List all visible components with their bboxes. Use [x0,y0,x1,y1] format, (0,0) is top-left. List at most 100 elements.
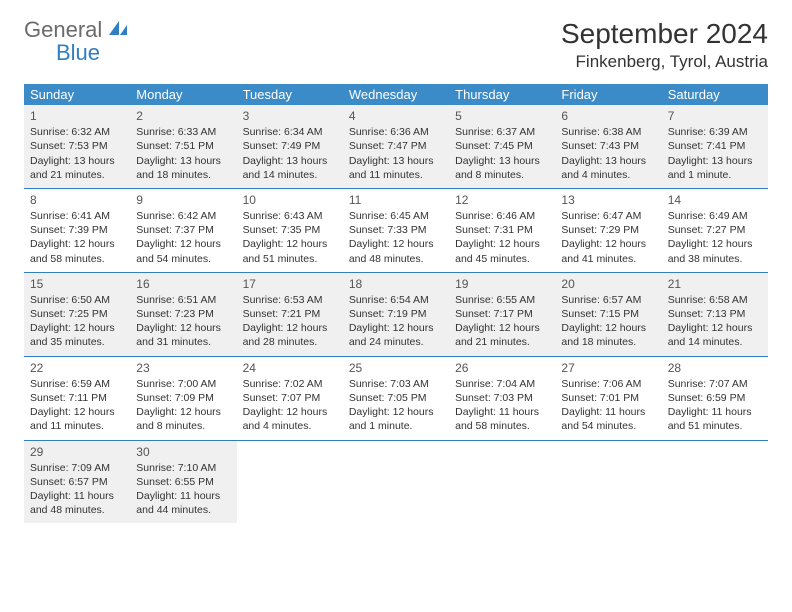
daylight-text: Daylight: 12 hours and 18 minutes. [561,321,655,349]
calendar-day-cell: 12Sunrise: 6:46 AMSunset: 7:31 PMDayligh… [449,188,555,272]
calendar-day-cell: 30Sunrise: 7:10 AMSunset: 6:55 PMDayligh… [130,440,236,523]
day-number: 12 [455,192,549,208]
daylight-text: Daylight: 12 hours and 38 minutes. [668,237,762,265]
day-number: 30 [136,444,230,460]
daylight-text: Daylight: 12 hours and 14 minutes. [668,321,762,349]
sunrise-text: Sunrise: 6:53 AM [243,293,337,307]
sunrise-text: Sunrise: 6:47 AM [561,209,655,223]
sunset-text: Sunset: 7:25 PM [30,307,124,321]
sunrise-text: Sunrise: 7:07 AM [668,377,762,391]
sunrise-text: Sunrise: 6:55 AM [455,293,549,307]
daylight-text: Daylight: 12 hours and 24 minutes. [349,321,443,349]
daylight-text: Daylight: 13 hours and 11 minutes. [349,154,443,182]
sunset-text: Sunset: 7:27 PM [668,223,762,237]
daylight-text: Daylight: 12 hours and 45 minutes. [455,237,549,265]
sunrise-text: Sunrise: 6:39 AM [668,125,762,139]
day-number: 29 [30,444,124,460]
calendar-day-cell [555,440,661,523]
day-number: 21 [668,276,762,292]
weekday-wednesday: Wednesday [343,84,449,105]
calendar-day-cell: 22Sunrise: 6:59 AMSunset: 7:11 PMDayligh… [24,356,130,440]
daylight-text: Daylight: 12 hours and 4 minutes. [243,405,337,433]
calendar-week-row: 29Sunrise: 7:09 AMSunset: 6:57 PMDayligh… [24,440,768,523]
sunrise-text: Sunrise: 7:06 AM [561,377,655,391]
sunset-text: Sunset: 7:03 PM [455,391,549,405]
sunrise-text: Sunrise: 6:34 AM [243,125,337,139]
calendar-day-cell: 15Sunrise: 6:50 AMSunset: 7:25 PMDayligh… [24,272,130,356]
sunrise-text: Sunrise: 6:46 AM [455,209,549,223]
calendar-day-cell: 11Sunrise: 6:45 AMSunset: 7:33 PMDayligh… [343,188,449,272]
weekday-friday: Friday [555,84,661,105]
daylight-text: Daylight: 13 hours and 4 minutes. [561,154,655,182]
daylight-text: Daylight: 12 hours and 51 minutes. [243,237,337,265]
daylight-text: Daylight: 13 hours and 1 minute. [668,154,762,182]
sunrise-text: Sunrise: 6:41 AM [30,209,124,223]
calendar-day-cell: 3Sunrise: 6:34 AMSunset: 7:49 PMDaylight… [237,105,343,188]
calendar-week-row: 8Sunrise: 6:41 AMSunset: 7:39 PM Daylight… [24,188,768,272]
calendar-day-cell: 17Sunrise: 6:53 AMSunset: 7:21 PMDayligh… [237,272,343,356]
calendar-day-cell: 19Sunrise: 6:55 AMSunset: 7:17 PMDayligh… [449,272,555,356]
sunrise-text: Sunrise: 7:10 AM [136,461,230,475]
calendar-day-cell [237,440,343,523]
sunset-text: Sunset: 7:23 PM [136,307,230,321]
daylight-text: Daylight: 12 hours and 1 minute. [349,405,443,433]
sunrise-text: Sunrise: 6:57 AM [561,293,655,307]
calendar-day-cell: 28Sunrise: 7:07 AMSunset: 6:59 PMDayligh… [662,356,768,440]
sunset-text: Sunset: 7:53 PM [30,139,124,153]
sunset-text: Sunset: 7:31 PM [455,223,549,237]
sunset-text: Sunset: 6:57 PM [30,475,124,489]
day-number: 1 [30,108,124,124]
sunrise-text: Sunrise: 6:59 AM [30,377,124,391]
sunset-text: Sunset: 7:19 PM [349,307,443,321]
calendar-day-cell: 18Sunrise: 6:54 AMSunset: 7:19 PMDayligh… [343,272,449,356]
sunset-text: Sunset: 7:39 PM [30,223,124,237]
daylight-text: Daylight: 13 hours and 14 minutes. [243,154,337,182]
weekday-sunday: Sunday [24,84,130,105]
calendar-day-cell: 9Sunrise: 6:42 AMSunset: 7:37 PMDaylight… [130,188,236,272]
sunset-text: Sunset: 7:17 PM [455,307,549,321]
daylight-text: Daylight: 13 hours and 8 minutes. [455,154,549,182]
logo-sail-icon [107,18,131,41]
day-number: 25 [349,360,443,376]
calendar-table: Sunday Monday Tuesday Wednesday Thursday… [24,84,768,523]
calendar-day-cell: 26Sunrise: 7:04 AMSunset: 7:03 PMDayligh… [449,356,555,440]
sunrise-text: Sunrise: 6:43 AM [243,209,337,223]
calendar-day-cell: 20Sunrise: 6:57 AMSunset: 7:15 PMDayligh… [555,272,661,356]
sunrise-text: Sunrise: 6:49 AM [668,209,762,223]
calendar-day-cell: 2Sunrise: 6:33 AMSunset: 7:51 PMDaylight… [130,105,236,188]
location: Finkenberg, Tyrol, Austria [561,52,768,72]
sunrise-text: Sunrise: 6:38 AM [561,125,655,139]
daylight-text: Daylight: 11 hours and 58 minutes. [455,405,549,433]
daylight-text: Daylight: 12 hours and 28 minutes. [243,321,337,349]
daylight-text: Daylight: 11 hours and 48 minutes. [30,489,124,517]
sunset-text: Sunset: 7:29 PM [561,223,655,237]
calendar-day-cell: 8Sunrise: 6:41 AMSunset: 7:39 PMDaylight… [24,188,130,272]
calendar-day-cell: 21Sunrise: 6:58 AMSunset: 7:13 PMDayligh… [662,272,768,356]
calendar-day-cell: 1Sunrise: 6:32 AMSunset: 7:53 PMDaylight… [24,105,130,188]
sunrise-text: Sunrise: 6:37 AM [455,125,549,139]
calendar-day-cell: 4Sunrise: 6:36 AMSunset: 7:47 PMDaylight… [343,105,449,188]
daylight-text: Daylight: 11 hours and 44 minutes. [136,489,230,517]
calendar-week-row: 15Sunrise: 6:50 AMSunset: 7:25 PMDayligh… [24,272,768,356]
month-title: September 2024 [561,18,768,50]
day-number: 8 [30,192,124,208]
day-number: 16 [136,276,230,292]
sunset-text: Sunset: 7:51 PM [136,139,230,153]
weekday-header-row: Sunday Monday Tuesday Wednesday Thursday… [24,84,768,105]
daylight-text: Daylight: 11 hours and 54 minutes. [561,405,655,433]
sunset-text: Sunset: 7:21 PM [243,307,337,321]
sunrise-text: Sunrise: 6:42 AM [136,209,230,223]
day-number: 6 [561,108,655,124]
daylight-text: Daylight: 12 hours and 21 minutes. [455,321,549,349]
sunset-text: Sunset: 7:33 PM [349,223,443,237]
day-number: 26 [455,360,549,376]
calendar-week-row: 1Sunrise: 6:32 AMSunset: 7:53 PMDaylight… [24,105,768,188]
calendar-day-cell [662,440,768,523]
day-number: 7 [668,108,762,124]
logo: General Blue [24,18,131,64]
sunset-text: Sunset: 7:45 PM [455,139,549,153]
sunset-text: Sunset: 7:15 PM [561,307,655,321]
daylight-text: Daylight: 12 hours and 48 minutes. [349,237,443,265]
weekday-monday: Monday [130,84,236,105]
calendar-day-cell: 14Sunrise: 6:49 AMSunset: 7:27 PMDayligh… [662,188,768,272]
